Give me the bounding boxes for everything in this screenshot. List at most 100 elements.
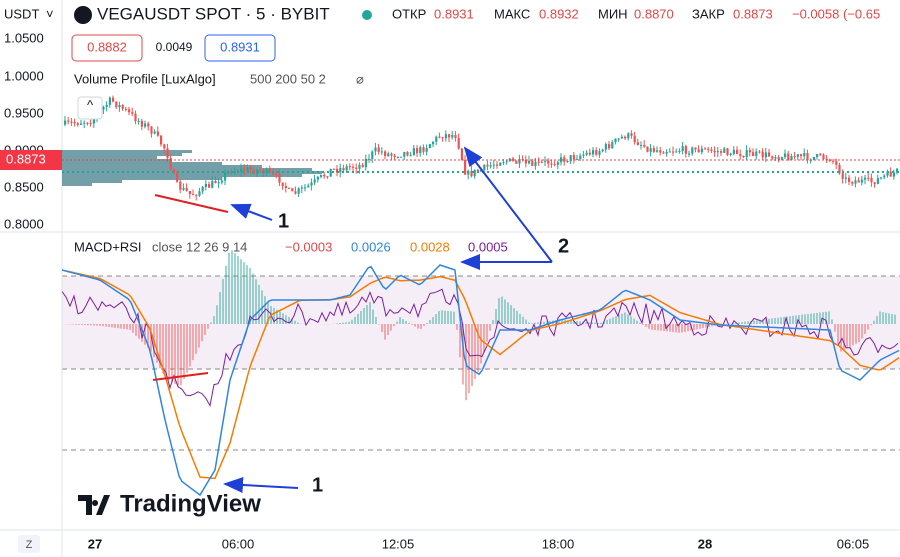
- indicator-hide[interactable]: ⌀: [356, 71, 364, 86]
- macd-pane: [61, 250, 900, 497]
- candle: [636, 142, 639, 146]
- candle: [134, 113, 137, 122]
- candle: [729, 153, 732, 155]
- candle: [416, 148, 419, 154]
- candle: [80, 123, 83, 125]
- candle: [739, 153, 742, 156]
- candle: [684, 146, 687, 154]
- candle: [828, 159, 831, 161]
- profile-bar: [62, 174, 302, 177]
- logo-text: TradingView: [120, 490, 261, 517]
- change: −0.0058 (−0.65: [792, 6, 880, 21]
- candle: [176, 173, 179, 182]
- candle: [784, 153, 787, 158]
- macd-histogram: −0.0003: [285, 239, 332, 254]
- candle: [816, 154, 819, 157]
- candle: [348, 166, 351, 168]
- candle: [249, 167, 252, 170]
- candle: [867, 177, 870, 179]
- zoom-label[interactable]: Z: [26, 539, 33, 551]
- candle: [569, 155, 572, 162]
- candle: [297, 188, 300, 194]
- high-label: МАКС: [494, 6, 530, 21]
- candle: [678, 151, 681, 153]
- candle: [688, 153, 691, 155]
- candle: [694, 147, 697, 150]
- annotation: 1: [278, 210, 289, 232]
- candle: [640, 144, 643, 146]
- candle: [332, 168, 335, 170]
- profile-bar: [62, 159, 172, 162]
- macd-line: [61, 264, 900, 497]
- candle: [556, 162, 559, 165]
- candle: [662, 152, 665, 154]
- candle: [412, 148, 415, 156]
- candle: [342, 167, 345, 171]
- candle: [374, 147, 377, 152]
- candle: [284, 186, 287, 189]
- candle: [457, 137, 460, 149]
- candle: [217, 182, 220, 184]
- candle: [166, 148, 169, 158]
- candle: [819, 154, 822, 156]
- candle: [652, 148, 655, 152]
- candle: [502, 162, 505, 164]
- currency[interactable]: USDT: [4, 6, 39, 21]
- candle: [496, 164, 499, 166]
- candle: [67, 120, 70, 122]
- arrow: [223, 476, 299, 493]
- sell-button[interactable]: [71, 34, 143, 62]
- profile-bar: [62, 165, 262, 168]
- buy-button[interactable]: [204, 34, 276, 62]
- candle: [70, 121, 73, 123]
- candle: [505, 161, 508, 163]
- candle: [579, 155, 582, 159]
- candle: [460, 148, 463, 160]
- candle: [649, 148, 652, 152]
- candle: [592, 150, 595, 155]
- candle: [752, 152, 755, 156]
- candle: [300, 187, 303, 189]
- symbol[interactable]: VEGAUSDT SPOT · 5 · BYBIT: [97, 4, 330, 23]
- candle: [697, 149, 700, 153]
- candle: [812, 156, 815, 160]
- candle: [758, 151, 761, 153]
- collapse-button[interactable]: [77, 96, 103, 120]
- candle: [294, 191, 297, 194]
- candle: [105, 104, 108, 108]
- time-tick: 12:05: [382, 536, 415, 551]
- currency-caret[interactable]: ˅: [46, 6, 54, 21]
- candle: [163, 144, 166, 149]
- candle: [572, 155, 575, 160]
- candle: [243, 168, 246, 172]
- candle: [499, 162, 502, 166]
- open-label: ОТКР: [392, 6, 426, 21]
- time-tick: 06:05: [837, 536, 870, 551]
- collapse-icon[interactable]: ^: [87, 97, 94, 112]
- buy-price[interactable]: 0.8931: [220, 39, 260, 54]
- candle: [777, 157, 780, 160]
- candle: [534, 161, 537, 166]
- time-tick: 06:00: [222, 536, 255, 551]
- candle: [198, 191, 201, 196]
- candle: [720, 151, 723, 153]
- candle: [220, 180, 223, 183]
- candle: [118, 105, 121, 108]
- candle: [563, 157, 566, 162]
- candle: [723, 148, 726, 153]
- candle: [185, 187, 188, 192]
- macd-params: close 12 26 9 14: [152, 239, 247, 254]
- zoom-button[interactable]: [18, 535, 40, 553]
- candle: [787, 153, 790, 161]
- candle: [896, 168, 899, 173]
- candle: [160, 135, 163, 145]
- candle: [832, 160, 835, 162]
- candle: [102, 107, 105, 110]
- candle: [441, 137, 444, 139]
- sell-price[interactable]: 0.8882: [87, 39, 127, 54]
- candle: [550, 163, 553, 165]
- candle: [454, 135, 457, 138]
- candle: [489, 165, 492, 167]
- candle: [710, 149, 713, 151]
